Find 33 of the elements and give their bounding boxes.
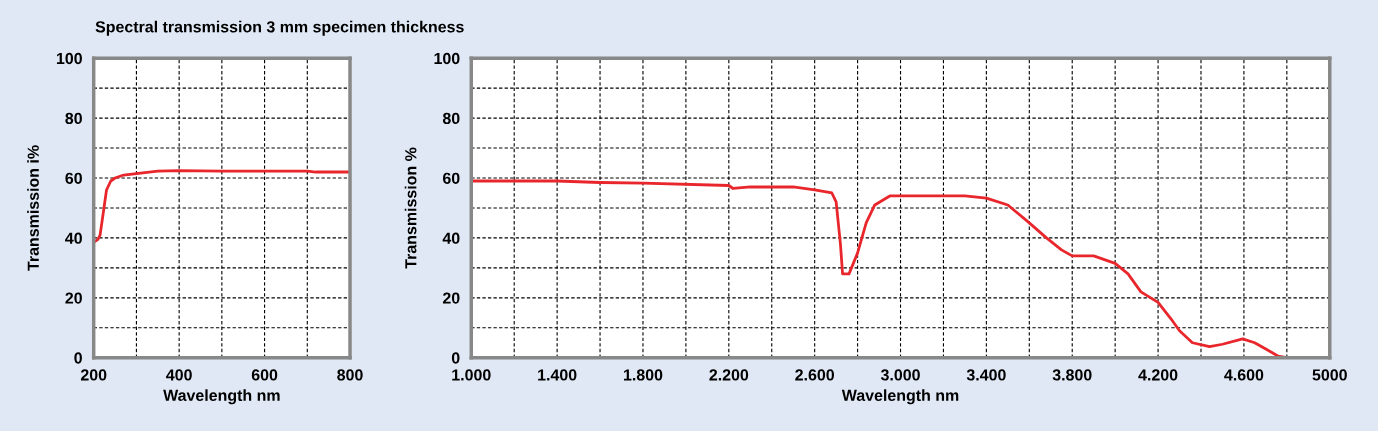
x-tick-label: 2.200 — [709, 369, 749, 381]
x-axis-title: Wavelength nm — [163, 389, 280, 405]
x-tick-label: 600 — [251, 369, 278, 381]
x-axis-title: Wavelength nm — [841, 389, 959, 405]
x-tick-label: 400 — [166, 369, 192, 381]
x-tick-label: 3.000 — [880, 369, 920, 381]
y-tick-label: 80 — [65, 112, 82, 125]
x-tick-label: 200 — [80, 369, 107, 381]
x-tick-label: 5000 — [1312, 369, 1347, 381]
x-tick-label: 1.800 — [624, 369, 663, 381]
x-tick-label: 4.600 — [1224, 369, 1264, 381]
y-tick-label: 40 — [442, 232, 460, 244]
y-tick-label: 100 — [56, 52, 82, 65]
x-tick-label: 800 — [337, 369, 363, 381]
line-series — [93, 169, 351, 244]
y-tick-label: 60 — [442, 172, 460, 184]
y-tick-label: 20 — [442, 292, 460, 304]
y-tick-label: 40 — [65, 232, 82, 244]
y-tick-label: 0 — [451, 352, 460, 364]
chart-title: Spectral transmission 3 mm specimen thickness — [95, 20, 464, 36]
y-tick-label: 0 — [74, 352, 82, 364]
x-tick-label: 1.000 — [452, 369, 491, 381]
y-axis-title: Transmission i% — [27, 145, 39, 271]
y-tick-label: 80 — [442, 112, 460, 125]
x-tick-label: 3.800 — [1052, 369, 1092, 381]
x-tick-label: 4.200 — [1138, 369, 1178, 381]
x-tick-label: 2.600 — [795, 369, 835, 381]
x-tick-label: 1.400 — [538, 369, 577, 381]
y-tick-label: 60 — [65, 172, 82, 184]
y-tick-label: 20 — [65, 292, 82, 304]
y-tick-label: 100 — [434, 52, 460, 65]
y-axis-title: Transmission % — [404, 147, 417, 269]
x-tick-label: 3.400 — [966, 369, 1006, 381]
